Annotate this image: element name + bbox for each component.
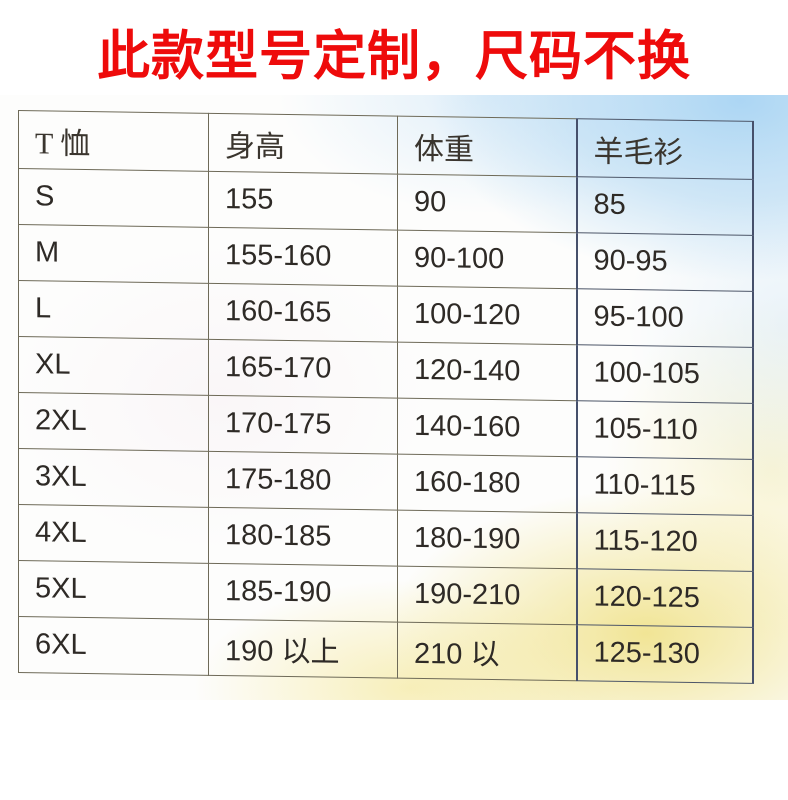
- weight-cell: 210 以: [397, 622, 577, 681]
- sweater-cell: 110-115: [576, 456, 753, 516]
- size-cell: L: [18, 280, 209, 340]
- weight-cell: 100-120: [397, 286, 577, 345]
- sweater-cell: 85: [576, 176, 753, 236]
- weight-cell: 160-180: [397, 454, 577, 513]
- sweater-cell: 105-110: [576, 400, 753, 460]
- sweater-cell: 100-105: [576, 344, 753, 404]
- weight-cell: 180-190: [397, 510, 577, 569]
- weight-cell: 90: [397, 174, 577, 233]
- header-sweater: 羊毛衫: [576, 118, 753, 180]
- page-title: 此款型号定制，尺码不换: [97, 27, 691, 86]
- header-height: 身高: [208, 113, 398, 175]
- size-cell: 5XL: [18, 560, 209, 620]
- height-cell: 175-180: [208, 451, 398, 511]
- weight-cell: 190-210: [397, 566, 577, 625]
- sweater-cell: 125-130: [576, 624, 753, 684]
- weight-cell: 120-140: [397, 342, 577, 401]
- height-cell: 185-190: [208, 563, 398, 623]
- height-cell: 160-165: [208, 283, 398, 343]
- sweater-cell: 95-100: [576, 288, 753, 348]
- sweater-cell: 120-125: [576, 568, 753, 628]
- height-cell: 165-170: [208, 339, 398, 399]
- weight-cell: 90-100: [397, 230, 577, 289]
- size-cell: 4XL: [18, 504, 209, 564]
- size-cell: 2XL: [18, 392, 209, 452]
- weight-cell: 140-160: [397, 398, 577, 457]
- height-cell: 155: [208, 171, 398, 231]
- header-weight: 体重: [397, 116, 577, 177]
- height-cell: 180-185: [208, 507, 398, 567]
- table-header-row: T 恤 身高 体重 羊毛衫: [18, 110, 753, 180]
- table-row: 6XL 190 以上 210 以 125-130: [18, 616, 753, 684]
- height-cell: 190 以上: [208, 619, 398, 679]
- table-body: S 155 90 85 M 155-160 90-100 90-95 L 160…: [18, 168, 753, 684]
- size-chart-photo: T 恤 身高 体重 羊毛衫 S 155 90 85 M 155-160 90-1…: [0, 95, 788, 700]
- size-cell: 3XL: [18, 448, 209, 508]
- height-cell: 155-160: [208, 227, 398, 287]
- sweater-cell: 90-95: [576, 232, 753, 292]
- height-cell: 170-175: [208, 395, 398, 455]
- size-cell: 6XL: [18, 616, 209, 676]
- size-cell: XL: [18, 336, 209, 396]
- header-tshirt: T 恤: [18, 110, 209, 172]
- size-chart-table: T 恤 身高 体重 羊毛衫 S 155 90 85 M 155-160 90-1…: [18, 110, 754, 684]
- size-cell: M: [18, 224, 209, 284]
- sweater-cell: 115-120: [576, 512, 753, 572]
- size-cell: S: [18, 168, 209, 228]
